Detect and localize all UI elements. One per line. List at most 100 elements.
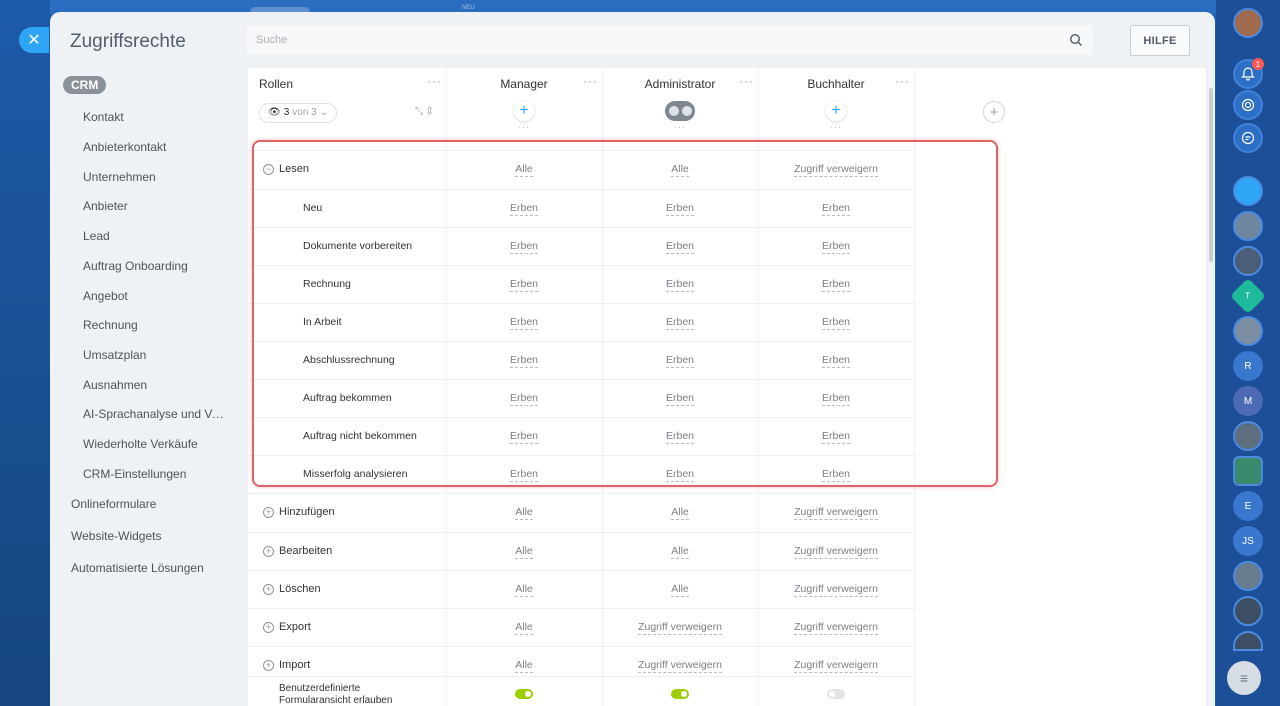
permission-value[interactable]: Erben [446, 202, 602, 216]
user-avatar[interactable] [1233, 8, 1263, 38]
permission-value[interactable]: Erben [758, 240, 914, 254]
menu-lines-icon[interactable]: ≡ [1227, 661, 1261, 695]
visible-roles-filter[interactable]: 👁 3 von 3 ⌄ [259, 103, 338, 123]
collapse-icon[interactable]: − [263, 164, 274, 175]
help-button[interactable]: HILFE [1130, 25, 1190, 56]
menu-sub-item[interactable]: Auftrag Onboarding [83, 259, 188, 273]
permission-value[interactable]: Erben [602, 316, 758, 330]
permission-value[interactable]: Erben [446, 468, 602, 482]
menu-item-crm[interactable]: CRM [63, 76, 107, 94]
permission-toggle[interactable] [671, 689, 689, 699]
member-menu-icon[interactable]: ··· [830, 122, 842, 132]
permission-value[interactable]: Erben [602, 278, 758, 292]
expand-icon[interactable]: + [263, 507, 274, 518]
contact-avatar-5[interactable] [1233, 561, 1263, 591]
contact-avatar-r[interactable]: R [1233, 351, 1263, 381]
permission-value[interactable]: Alle [446, 621, 602, 635]
permission-value[interactable]: Erben [446, 354, 602, 368]
permission-value[interactable]: Alle [446, 163, 602, 177]
collapse-expand-icon[interactable]: ⤡⇕ [415, 106, 437, 117]
permission-value[interactable]: Zugriff verweigern [758, 545, 914, 559]
add-role-button[interactable]: + [983, 101, 1005, 123]
notifications-bell-icon[interactable]: 1 [1233, 58, 1264, 89]
menu-sub-item[interactable]: Umsatzplan [83, 348, 147, 362]
menu-item-automatisierte-loesungen[interactable]: Automatisierte Lösungen [71, 561, 204, 575]
permission-value[interactable]: Erben [602, 202, 758, 216]
permission-value[interactable]: Erben [602, 392, 758, 406]
permission-value[interactable]: Alle [446, 583, 602, 597]
permission-toggle[interactable] [827, 689, 845, 699]
role-menu-icon[interactable]: ··· [583, 74, 598, 88]
contact-avatar-7[interactable] [1233, 631, 1263, 651]
permission-value[interactable]: Zugriff verweigern [758, 506, 914, 520]
permission-toggle[interactable] [515, 689, 533, 699]
permission-value[interactable]: Erben [446, 392, 602, 406]
search-input[interactable]: Suche [247, 25, 1093, 55]
add-member-button[interactable]: + [514, 101, 534, 121]
permission-value[interactable]: Erben [602, 430, 758, 444]
contact-avatar-4[interactable] [1233, 421, 1263, 451]
permission-value[interactable]: Erben [758, 392, 914, 406]
permission-value[interactable]: Erben [602, 240, 758, 254]
permission-value[interactable]: Alle [602, 583, 758, 597]
contact-avatar-2[interactable] [1233, 246, 1263, 276]
permission-value[interactable]: Erben [758, 430, 914, 444]
permission-value[interactable]: Erben [602, 354, 758, 368]
menu-sub-item[interactable]: Anbieterkontakt [83, 140, 167, 154]
contact-avatar-e[interactable]: E [1233, 491, 1263, 521]
permission-value[interactable]: Erben [758, 468, 914, 482]
chat-avatar[interactable] [1233, 176, 1263, 206]
search-icon[interactable] [1069, 33, 1083, 47]
contact-avatar-m[interactable]: M [1233, 386, 1263, 416]
add-member-button[interactable]: + [826, 101, 846, 121]
permission-value[interactable]: Erben [446, 240, 602, 254]
contact-avatar-1[interactable] [1233, 211, 1263, 241]
menu-sub-item[interactable]: CRM-Einstellungen [83, 467, 187, 481]
permission-value[interactable]: Erben [602, 468, 758, 482]
roles-menu-icon[interactable]: ··· [427, 74, 442, 88]
menu-item-onlineformulare[interactable]: Onlineformulare [71, 497, 157, 511]
permission-value[interactable]: Zugriff verweigern [758, 659, 914, 673]
goals-icon[interactable] [1233, 90, 1263, 120]
close-slider-button[interactable]: ✕ [19, 27, 49, 53]
permission-value[interactable]: Alle [602, 163, 758, 177]
menu-sub-item[interactable]: Lead [83, 229, 110, 243]
permission-value[interactable]: Alle [602, 545, 758, 559]
permission-value[interactable]: Erben [446, 316, 602, 330]
menu-sub-item[interactable]: Ausnahmen [83, 378, 148, 392]
permission-value[interactable]: Zugriff verweigern [602, 659, 758, 673]
permission-value[interactable]: Erben [446, 278, 602, 292]
menu-sub-item[interactable]: Angebot [83, 289, 128, 303]
role-menu-icon[interactable]: ··· [739, 74, 754, 88]
expand-icon[interactable]: + [263, 622, 274, 633]
menu-sub-item[interactable]: AI-Sprachanalyse und Ve... [83, 407, 228, 421]
permission-value[interactable]: Zugriff verweigern [758, 583, 914, 597]
expand-icon[interactable]: + [263, 546, 274, 557]
permission-value[interactable]: Alle [446, 659, 602, 673]
permission-value[interactable]: Erben [758, 278, 914, 292]
menu-sub-item[interactable]: Kontakt [83, 110, 124, 124]
contact-avatar-t[interactable]: T [1229, 277, 1267, 315]
menu-sub-item[interactable]: Anbieter [83, 199, 128, 213]
members-avatars[interactable] [665, 101, 695, 121]
member-menu-icon[interactable]: ··· [518, 122, 530, 132]
search-chat-icon[interactable] [1233, 123, 1263, 153]
permission-value[interactable]: Zugriff verweigern [602, 621, 758, 635]
contact-avatar-6[interactable] [1233, 596, 1263, 626]
expand-icon[interactable]: + [263, 660, 274, 671]
contact-avatar-js[interactable]: JS [1233, 526, 1263, 556]
menu-sub-item[interactable]: Wiederholte Verkäufe [83, 437, 198, 451]
permission-value[interactable]: Zugriff verweigern [758, 621, 914, 635]
permission-value[interactable]: Alle [602, 506, 758, 520]
permission-value[interactable]: Alle [446, 545, 602, 559]
menu-sub-item[interactable]: Unternehmen [83, 170, 156, 184]
member-menu-icon[interactable]: ··· [674, 122, 686, 132]
role-menu-icon[interactable]: ··· [895, 74, 910, 88]
permission-value[interactable]: Erben [446, 430, 602, 444]
permission-value[interactable]: Erben [758, 202, 914, 216]
permission-value[interactable]: Zugriff verweigern [758, 163, 914, 177]
panel-scrollbar[interactable] [1209, 88, 1213, 262]
permission-value[interactable]: Erben [758, 354, 914, 368]
menu-sub-item[interactable]: Rechnung [83, 318, 138, 332]
menu-item-website-widgets[interactable]: Website-Widgets [71, 529, 162, 543]
